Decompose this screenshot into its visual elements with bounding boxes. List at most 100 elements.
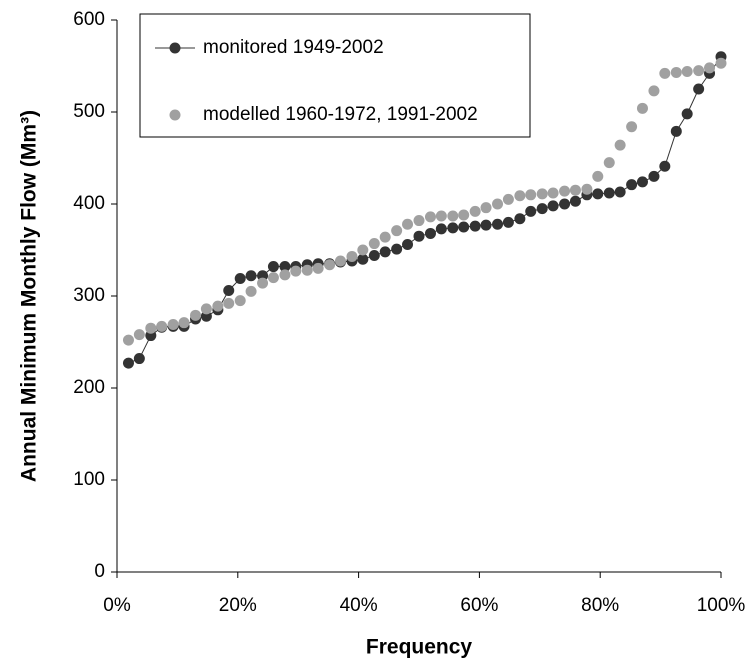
data-point [267, 261, 279, 273]
data-point [368, 250, 380, 262]
legend-box [139, 13, 531, 138]
data-point [122, 334, 134, 346]
data-point [492, 218, 504, 230]
legend-label: modelled 1960-1972, 1991-2002 [203, 104, 478, 125]
data-point [122, 357, 134, 369]
data-point [379, 246, 391, 258]
data-point [659, 67, 671, 79]
y-tick-label: 200 [73, 377, 105, 398]
x-tick-label: 100% [697, 595, 746, 616]
data-point [290, 265, 302, 277]
data-point [681, 108, 693, 120]
data-point [569, 195, 581, 207]
data-point [626, 121, 638, 133]
data-point [301, 264, 313, 276]
data-point [502, 193, 514, 205]
data-point [614, 186, 626, 198]
data-point [413, 230, 425, 242]
x-tick-label: 0% [103, 595, 131, 616]
data-point [357, 253, 369, 265]
data-point [525, 205, 537, 217]
y-tick-label: 0 [94, 561, 105, 582]
data-point [368, 238, 380, 250]
data-point [391, 225, 403, 237]
data-point [559, 198, 571, 210]
data-point [234, 273, 246, 285]
data-point [324, 259, 336, 271]
data-point [458, 221, 470, 233]
data-point [480, 219, 492, 231]
data-point [458, 209, 470, 221]
data-point [391, 243, 403, 255]
data-point [670, 66, 682, 78]
y-axis-label: Annual Minimum Monthly Flow (Mm³) [18, 110, 41, 482]
x-tick-label: 20% [219, 595, 257, 616]
data-point [212, 300, 224, 312]
y-tick-label: 600 [73, 9, 105, 30]
data-point [245, 270, 257, 282]
data-point [536, 203, 548, 215]
data-point [670, 125, 682, 137]
data-point [569, 184, 581, 196]
data-point [279, 269, 291, 281]
data-point [447, 210, 459, 222]
data-point [402, 238, 414, 250]
data-point [346, 250, 358, 262]
data-point [603, 157, 615, 169]
data-point [424, 227, 436, 239]
data-point [402, 218, 414, 230]
y-tick-label: 100 [73, 469, 105, 490]
data-point [312, 262, 324, 274]
data-point [704, 62, 716, 74]
data-point [435, 223, 447, 235]
y-tick-label: 300 [73, 285, 105, 306]
data-point [267, 272, 279, 284]
legend-marker [169, 109, 181, 121]
data-point [514, 190, 526, 202]
data-point [133, 353, 145, 365]
data-point [167, 319, 179, 331]
x-tick-label: 40% [340, 595, 378, 616]
data-point [145, 322, 157, 334]
x-tick-label: 60% [460, 595, 498, 616]
data-point [648, 170, 660, 182]
data-point [525, 189, 537, 201]
data-point [334, 255, 346, 267]
data-point [413, 215, 425, 227]
data-point [245, 285, 257, 297]
data-point [559, 185, 571, 197]
y-tick-label: 400 [73, 193, 105, 214]
data-point [547, 200, 559, 212]
data-point [636, 176, 648, 188]
data-point [693, 83, 705, 95]
data-point [492, 198, 504, 210]
data-point [547, 187, 559, 199]
data-point [424, 211, 436, 223]
data-point [603, 187, 615, 199]
data-point [581, 183, 593, 195]
x-axis-label: Frequency [366, 636, 473, 659]
data-point [480, 202, 492, 214]
data-point [178, 317, 190, 329]
data-point [626, 179, 638, 191]
data-point [257, 277, 269, 289]
legend-label: monitored 1949-2002 [203, 37, 384, 58]
x-tick-label: 80% [581, 595, 619, 616]
data-point [223, 297, 235, 309]
data-point [190, 309, 202, 321]
data-point [659, 160, 671, 172]
data-point [502, 216, 514, 228]
data-point [133, 329, 145, 341]
data-point [536, 188, 548, 200]
data-point [592, 170, 604, 182]
data-point [636, 102, 648, 114]
data-point [693, 65, 705, 77]
data-point [156, 320, 168, 332]
data-point [592, 188, 604, 200]
data-point [447, 222, 459, 234]
data-point [223, 284, 235, 296]
data-point [681, 66, 693, 78]
y-tick-label: 500 [73, 101, 105, 122]
data-point [379, 231, 391, 243]
